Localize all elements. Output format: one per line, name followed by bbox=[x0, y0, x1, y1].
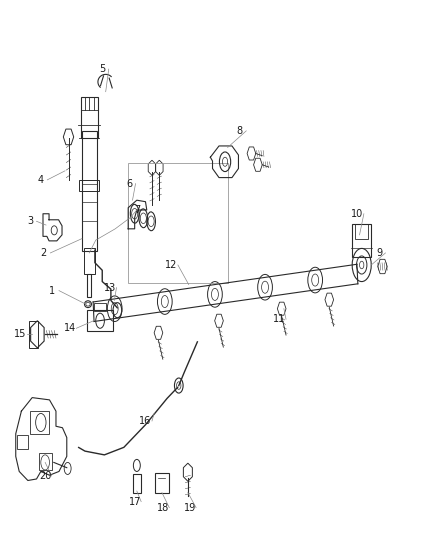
Bar bbox=[17, 435, 28, 449]
Text: 9: 9 bbox=[376, 248, 382, 258]
Text: 6: 6 bbox=[126, 179, 132, 189]
Text: 11: 11 bbox=[273, 314, 286, 324]
Bar bbox=[128, 163, 228, 283]
Text: 13: 13 bbox=[104, 282, 116, 293]
Bar bbox=[87, 310, 113, 332]
Text: 4: 4 bbox=[38, 175, 44, 185]
Bar bbox=[39, 454, 52, 470]
Text: 18: 18 bbox=[157, 503, 169, 513]
Text: 14: 14 bbox=[64, 324, 76, 333]
Bar bbox=[155, 473, 169, 492]
Bar bbox=[82, 131, 97, 252]
Bar bbox=[133, 474, 141, 492]
Bar bbox=[79, 180, 99, 191]
Bar bbox=[30, 411, 49, 434]
Text: 16: 16 bbox=[139, 416, 152, 426]
Bar bbox=[94, 303, 106, 311]
Bar bbox=[87, 274, 91, 297]
Text: 2: 2 bbox=[41, 248, 47, 258]
Bar bbox=[81, 97, 98, 139]
Text: 12: 12 bbox=[165, 260, 178, 270]
Text: 5: 5 bbox=[99, 64, 106, 74]
Bar bbox=[355, 223, 368, 239]
Bar bbox=[352, 223, 371, 257]
Bar bbox=[84, 248, 95, 274]
Text: 10: 10 bbox=[351, 209, 364, 219]
Text: 17: 17 bbox=[128, 497, 141, 506]
Text: 3: 3 bbox=[27, 216, 33, 227]
Text: 8: 8 bbox=[237, 126, 243, 136]
Text: 15: 15 bbox=[14, 329, 26, 340]
Bar bbox=[29, 321, 38, 348]
Text: 20: 20 bbox=[39, 471, 51, 481]
Text: 7: 7 bbox=[134, 205, 140, 215]
Text: 19: 19 bbox=[184, 503, 196, 513]
Text: 1: 1 bbox=[49, 286, 56, 296]
